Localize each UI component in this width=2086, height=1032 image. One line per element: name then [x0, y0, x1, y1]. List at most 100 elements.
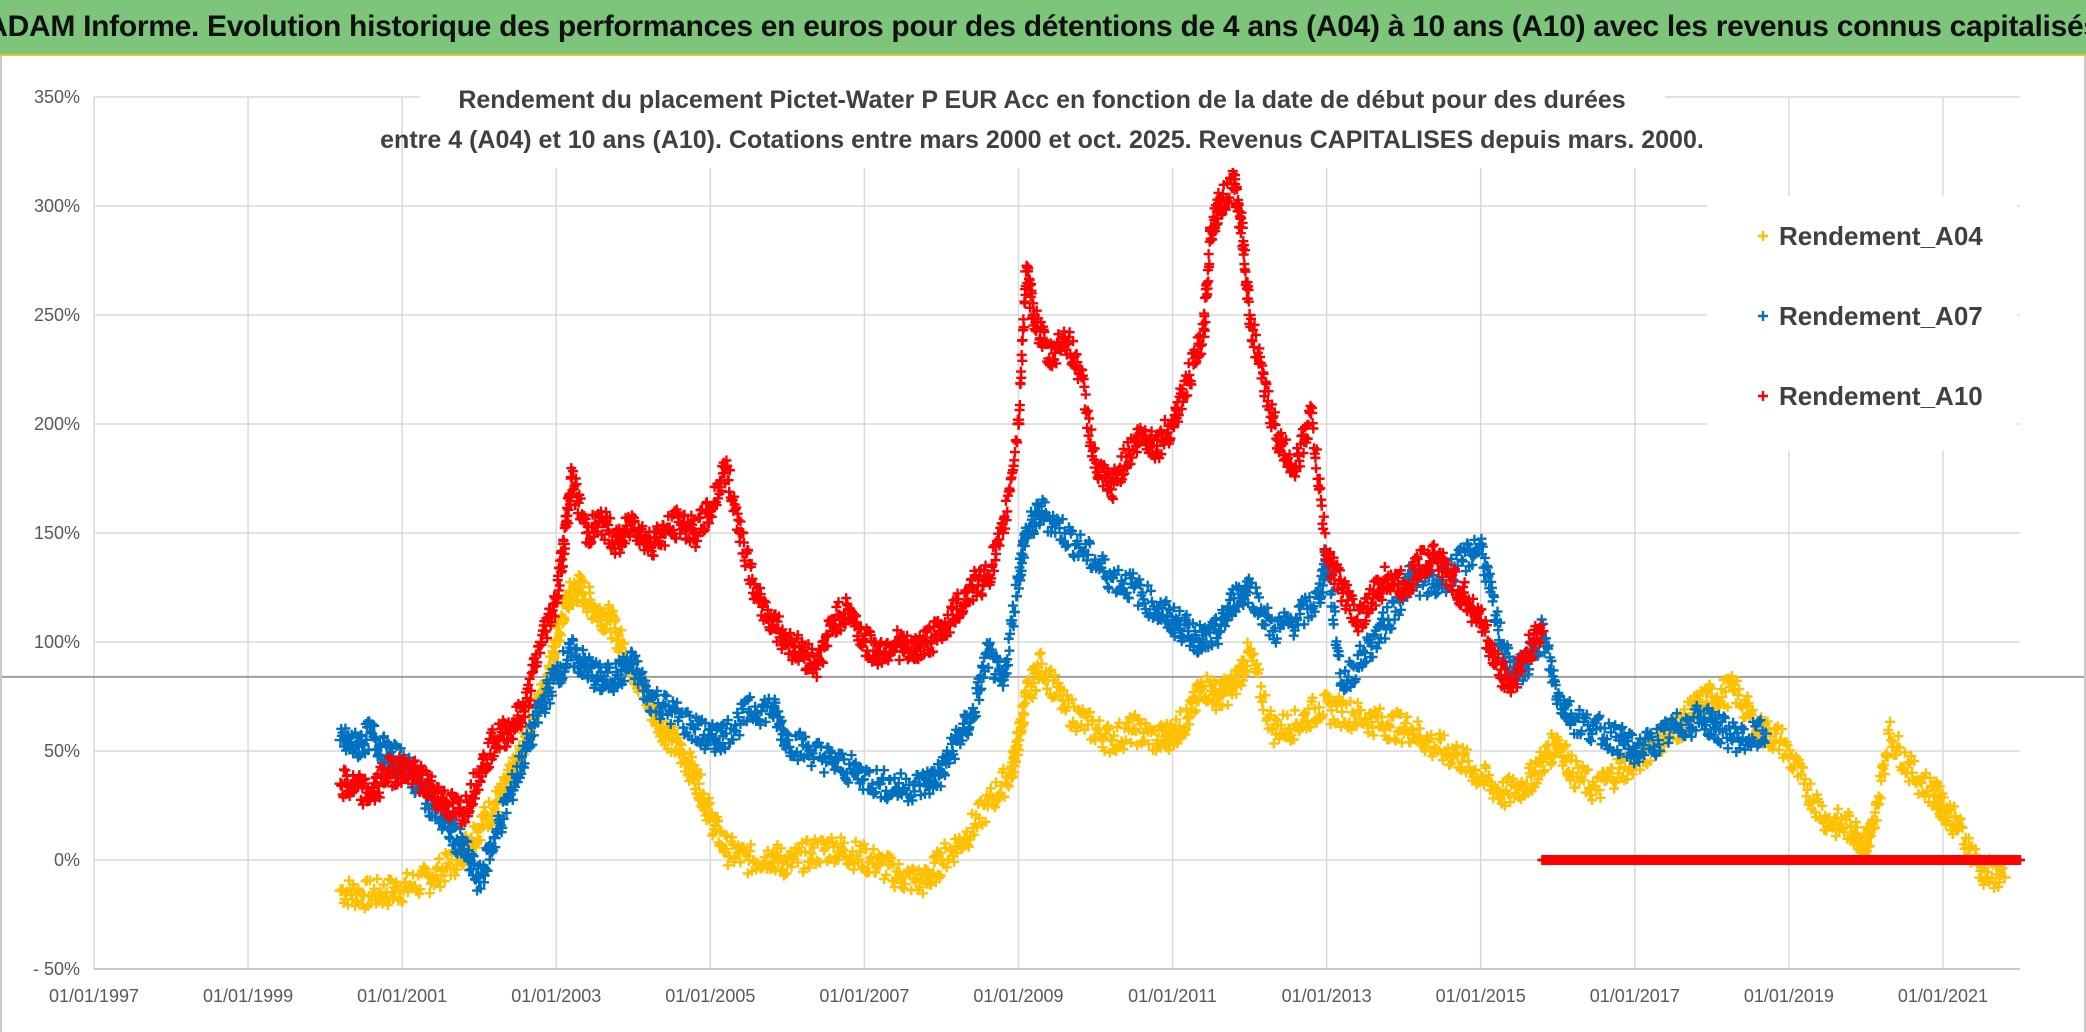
data-point-filler	[1401, 722, 1412, 733]
data-point-filler	[1305, 722, 1316, 733]
data-point-filler	[1027, 692, 1038, 703]
data-point-filler	[1570, 782, 1581, 793]
data-point-filler	[949, 856, 960, 867]
data-point-filler	[1547, 757, 1558, 768]
data-point-filler	[1874, 771, 1885, 782]
data-point-filler	[1236, 680, 1247, 691]
data-point-filler	[1830, 831, 1841, 842]
data-point-filler	[550, 648, 561, 659]
data-point-filler	[1800, 774, 1811, 785]
data-point-filler	[1734, 684, 1745, 695]
series-layer	[334, 166, 2025, 914]
data-point-filler	[1480, 762, 1491, 773]
data-point-filler	[1617, 722, 1628, 733]
data-point-filler	[372, 873, 383, 884]
data-point-filler	[1774, 744, 1785, 755]
data-point-filler	[1351, 720, 1362, 731]
data-point-filler	[684, 747, 695, 758]
data-point-filler	[1533, 774, 1544, 785]
data-point-filler	[1505, 797, 1516, 808]
data-point-filler	[1094, 715, 1105, 726]
data-point-filler	[1842, 833, 1853, 844]
data-point-filler	[1209, 675, 1220, 686]
data-point-filler	[1251, 658, 1262, 669]
data-point-filler	[1526, 771, 1537, 782]
data-point-filler	[713, 815, 724, 826]
data-point-filler	[1885, 716, 1896, 727]
data-point-filler	[356, 889, 367, 900]
data-point-filler	[1269, 713, 1280, 724]
data-point-filler	[690, 541, 701, 552]
data-point-filler	[1118, 744, 1129, 755]
data-point-filler	[850, 836, 861, 847]
data-point-filler	[695, 769, 706, 780]
data-point-filler	[1802, 784, 1813, 795]
data-point-filler	[928, 867, 939, 878]
data-point-filler	[1888, 737, 1899, 748]
data-point-filler	[1241, 660, 1252, 671]
data-point-filler	[1922, 786, 1933, 797]
data-point-filler	[1839, 827, 1850, 838]
data-point-filler	[577, 589, 588, 600]
data-point-filler	[1798, 762, 1809, 773]
data-point-filler	[1426, 729, 1437, 740]
data-point-filler	[679, 748, 690, 759]
data-point-filler	[484, 854, 495, 865]
data-point-filler	[555, 630, 566, 641]
data-point-filler	[1254, 664, 1265, 675]
data-point-filler	[1034, 649, 1045, 660]
data-point-filler	[648, 715, 659, 726]
data-point-filler	[1033, 662, 1044, 673]
data-point-filler	[1530, 766, 1541, 777]
data-point-filler	[969, 829, 980, 840]
data-point-filler	[450, 870, 461, 881]
chart-area: - 50% 0% 50% 100% 150% 200% 250% 300% 350% 01/01/…	[0, 56, 2086, 1032]
data-point-filler	[440, 847, 451, 858]
chart-svg: - 50%0%50%100%150%200%250%300%350%01/01/…	[2, 76, 2084, 1006]
data-point-filler	[610, 614, 621, 625]
data-point-filler	[1030, 685, 1041, 696]
data-point-filler	[1874, 798, 1885, 809]
data-point-filler	[1131, 726, 1142, 737]
data-point-filler	[1882, 752, 1893, 763]
data-point-filler	[1184, 719, 1195, 730]
data-point-filler	[886, 852, 897, 863]
data-point-filler	[1068, 716, 1079, 727]
data-point-filler	[1260, 690, 1271, 701]
data-point-filler	[1318, 709, 1329, 720]
data-point-filler	[1331, 700, 1342, 711]
data-point-filler	[1414, 723, 1425, 734]
data-point-filler	[1053, 678, 1064, 689]
data-point-filler	[806, 760, 817, 771]
data-point-filler	[378, 879, 389, 890]
data-point-filler	[935, 848, 946, 859]
data-point-filler	[1084, 707, 1095, 718]
data-point-filler	[1722, 702, 1733, 713]
data-point-filler	[1872, 815, 1883, 826]
data-point-filler	[1050, 669, 1061, 680]
data-point-filler	[835, 832, 846, 843]
data-point-filler	[1679, 704, 1690, 715]
data-point-filler	[1265, 705, 1276, 716]
data-point-filler	[1446, 758, 1457, 769]
data-point-filler	[1408, 725, 1419, 736]
data-point-filler	[1012, 591, 1023, 602]
data-point-filler	[1284, 724, 1295, 735]
data-point-filler	[1172, 738, 1183, 749]
data-point-filler	[1595, 792, 1606, 803]
data-point-filler	[1821, 825, 1832, 836]
data-point-filler	[1717, 692, 1728, 703]
data-point-filler	[895, 768, 906, 779]
data-point-filler	[704, 798, 715, 809]
data-point-filler	[1048, 675, 1059, 686]
data-point-filler	[1876, 775, 1887, 786]
data-point-filler	[1782, 740, 1793, 751]
data-point-filler	[870, 867, 881, 878]
data-point-filler	[1376, 712, 1387, 723]
data-point-filler	[893, 859, 904, 870]
data-point-filler	[999, 791, 1010, 802]
data-point-filler	[1607, 763, 1618, 774]
data-point-filler	[340, 765, 351, 776]
data-point-filler	[1018, 699, 1029, 710]
data-point-filler	[1938, 792, 1949, 803]
